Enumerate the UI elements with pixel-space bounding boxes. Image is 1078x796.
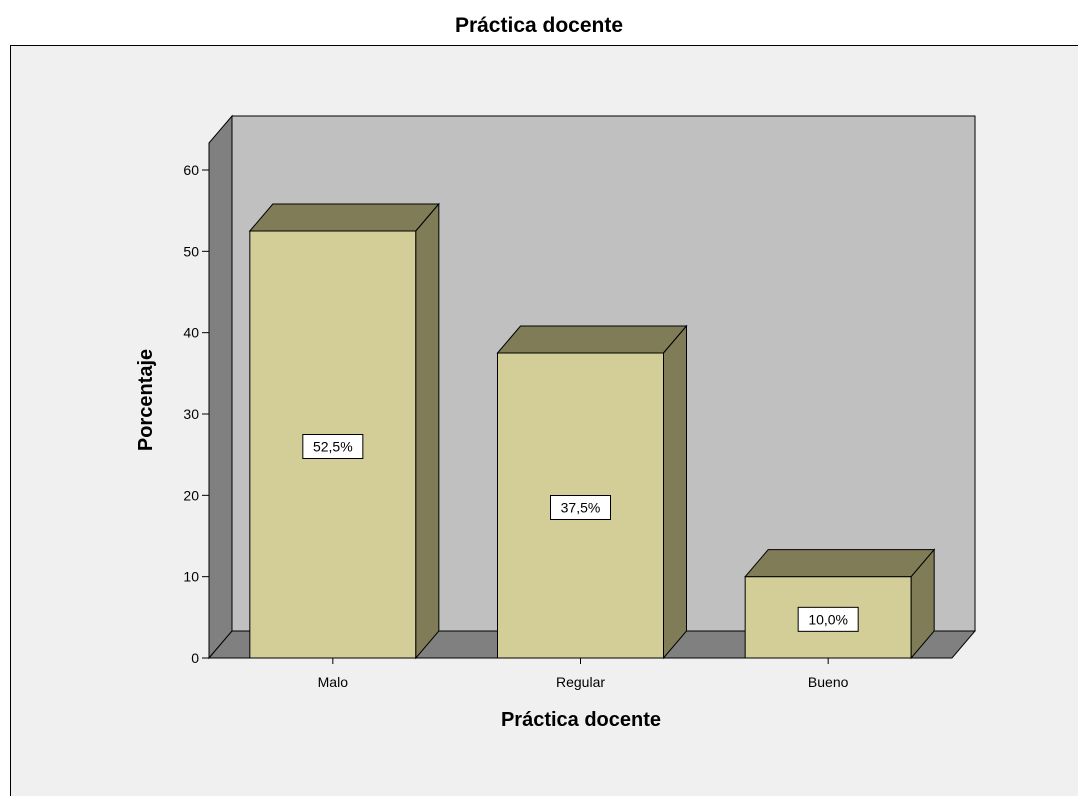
bars: 52,5% 37,5% 10,0% — [248, 202, 936, 660]
bar-side — [415, 202, 440, 660]
x-axis-title: Práctica docente — [501, 709, 661, 731]
bar-regular: 37,5% — [496, 324, 688, 660]
chart-title: Práctica docente — [454, 14, 624, 37]
x-axis: Malo Regular Bueno — [209, 657, 952, 690]
bar-malo: 52,5% — [248, 202, 440, 660]
y-axis: 0 10 20 30 40 50 60 — [183, 162, 210, 666]
data-label-box — [302, 434, 364, 459]
y-tick-label: 50 — [183, 243, 199, 259]
x-tick-label: Bueno — [808, 674, 849, 690]
y-tick-label: 0 — [191, 650, 199, 666]
y-tick-label: 30 — [183, 406, 199, 422]
data-label-box — [550, 495, 611, 520]
y-tick-label: 60 — [183, 162, 199, 178]
data-label: 52,5% — [313, 439, 353, 455]
y-tick-label: 10 — [183, 569, 199, 585]
bar-top — [744, 549, 936, 578]
data-label: 10,0% — [808, 611, 848, 627]
data-label-box — [797, 606, 859, 632]
bar-side — [910, 548, 935, 660]
y-tick-label: 20 — [183, 487, 199, 503]
bar-top — [248, 203, 440, 232]
x-tick-label: Malo — [318, 674, 349, 690]
y-axis-title: Porcentaje — [135, 349, 157, 451]
bar-top — [496, 325, 688, 354]
bar-side — [663, 324, 687, 660]
bar-bueno: 10,0% — [744, 548, 936, 660]
data-label: 37,5% — [561, 500, 601, 516]
y-tick-label: 40 — [183, 325, 199, 341]
left-wall — [208, 114, 233, 660]
x-tick-label: Regular — [556, 674, 605, 690]
